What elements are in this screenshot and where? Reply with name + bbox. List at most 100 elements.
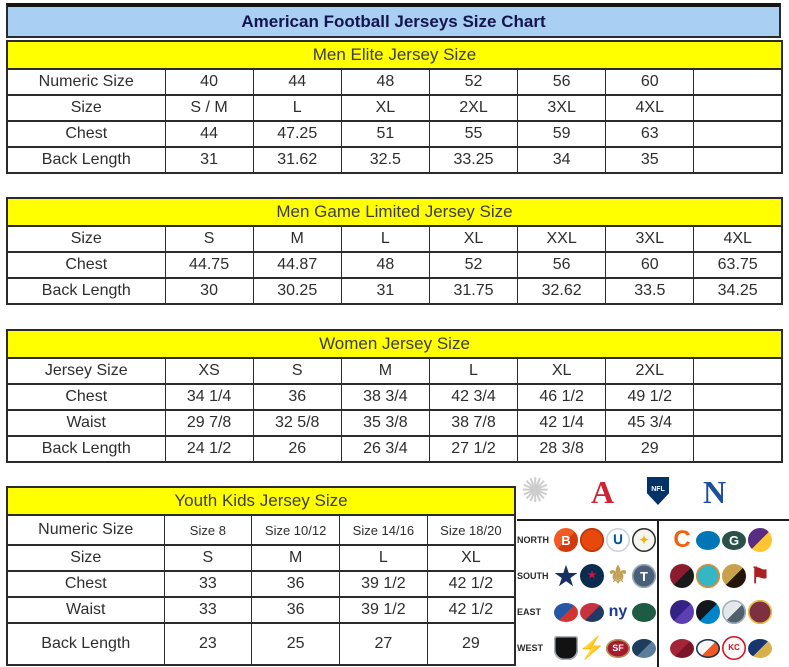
cell: 44.87 [252,251,342,279]
table-row: Waist 33 36 39 1/2 42 1/2 [6,596,516,624]
cell: 48 [340,251,430,279]
nfl-shield-text: NFL [651,486,665,493]
row-label: Waist [6,596,165,624]
table-row: Jersey Size XS S M L XL 2XL [6,357,783,385]
cell: 30.25 [252,277,342,305]
afc-south-logos: ★ ★ ⚜ T [553,561,657,591]
seahawks-logo [632,638,656,658]
cell: S / M [164,94,254,122]
table-row: Numeric Size Size 8 Size 10/12 Size 14/1… [6,514,516,546]
chargers-bolt-logo: ⚡ [578,635,606,660]
cell: Size 8 [163,514,253,546]
cardinals-logo [670,638,694,658]
cell: 45 3/4 [605,409,695,437]
cell: 24 1/2 [164,435,254,463]
cell: 38 7/8 [428,409,519,437]
table-row: Numeric Size 40 44 48 52 56 60 [6,68,783,96]
table-row: Chest 33 36 39 1/2 42 1/2 [6,570,516,598]
vikings-logo [748,528,772,552]
cell [693,435,783,463]
row-label: Numeric Size [6,514,165,546]
afc-north-logos: B ∪ ✦ [553,528,657,552]
section-header-men-game-limited: Men Game Limited Jersey Size [6,197,783,225]
afc-east-logos: ny [553,600,657,624]
redskins-logo [748,600,772,624]
row-label: Back Length [6,435,166,463]
cell [693,120,783,148]
cell: 49 1/2 [605,383,695,411]
row-label: Chest [6,251,166,279]
cell: S [163,544,253,572]
row-label: Chest [6,383,166,411]
jaguars-logo [722,564,746,588]
ravens-logo [670,600,694,624]
steelers-logo: ✦ [632,528,656,552]
cell: 60 [605,251,695,279]
cell: 34.25 [693,277,783,305]
cell: 63 [605,120,695,148]
section-header-men-elite: Men Elite Jersey Size [6,40,783,68]
cell: S [252,357,342,385]
cell: XL [340,94,430,122]
cell: 33 [163,596,253,624]
bills-logo [554,602,578,622]
cell: 63.75 [693,251,783,279]
cell: Size 10/12 [251,514,340,546]
row-label: Back Length [6,146,166,174]
division-label: SOUTH [517,571,549,581]
cell: L [340,225,430,253]
nfc-south-logos: ⚑ [669,564,773,588]
cell: 31 [164,146,254,174]
cell: 52 [428,68,519,96]
cell: 26 [252,435,342,463]
cell [693,94,783,122]
division-row-north: NORTH B ∪ ✦ C G [517,522,789,558]
cowboys-star-logo: ★ [554,561,578,591]
cell: 47.25 [252,120,342,148]
giants-ny-logo: ny [608,603,628,620]
afc-west-logos: ⚡ SF [553,636,657,660]
chiefs-kc-logo: KC [722,636,746,660]
cell [693,68,783,96]
cell: 52 [428,251,519,279]
section-men-game-limited: Men Game Limited Jersey Size Size S M L … [6,197,783,305]
cell [693,383,783,411]
cell: 35 [605,146,695,174]
division-row-west: WEST ⚡ SF KC [517,630,789,666]
women-size-table: Jersey Size XS S M L XL 2XL Chest 34 1/4… [6,357,783,463]
table-row: Chest 44 47.25 51 55 59 63 [6,120,783,148]
cell: 4XL [605,94,695,122]
division-label: EAST [517,607,542,617]
cell: XL [428,225,519,253]
patriots-logo [580,602,604,622]
row-label: Chest [6,120,166,148]
nfc-west-logos: KC [669,636,773,660]
cell [693,409,783,437]
logo-grid-top-divider [517,519,789,521]
cell: Size 18/20 [426,514,516,546]
cell: 32 5/8 [252,409,342,437]
cell [693,357,783,385]
raiders-shield-logo [554,636,578,660]
cell: 36 [251,596,340,624]
cell: 40 [164,68,254,96]
row-label: Waist [6,409,166,437]
bengals-logo: B [554,528,578,552]
division-row-south: SOUTH ★ ★ ⚜ T ⚑ [517,558,789,594]
cell: 42 1/2 [426,596,516,624]
lions-logo [696,530,720,550]
cell: 32.62 [517,277,607,305]
cell: 46 1/2 [517,383,607,411]
cell: 36 [251,570,340,598]
cell: 39 1/2 [339,570,428,598]
cell: 32.5 [340,146,430,174]
men-elite-size-table: Numeric Size 40 44 48 52 56 60 Size S / … [6,68,783,174]
table-row: Size S M L XL [6,544,516,572]
chart-title: American Football Jerseys Size Chart [6,3,781,38]
cell: 29 [605,435,695,463]
table-row: Size S M L XL XXL 3XL 4XL [6,225,783,253]
cell: 56 [517,251,607,279]
cell: 44 [252,68,342,96]
men-game-limited-size-table: Size S M L XL XXL 3XL 4XL Chest 44.75 44… [6,225,783,305]
cell: 42 1/4 [517,409,607,437]
